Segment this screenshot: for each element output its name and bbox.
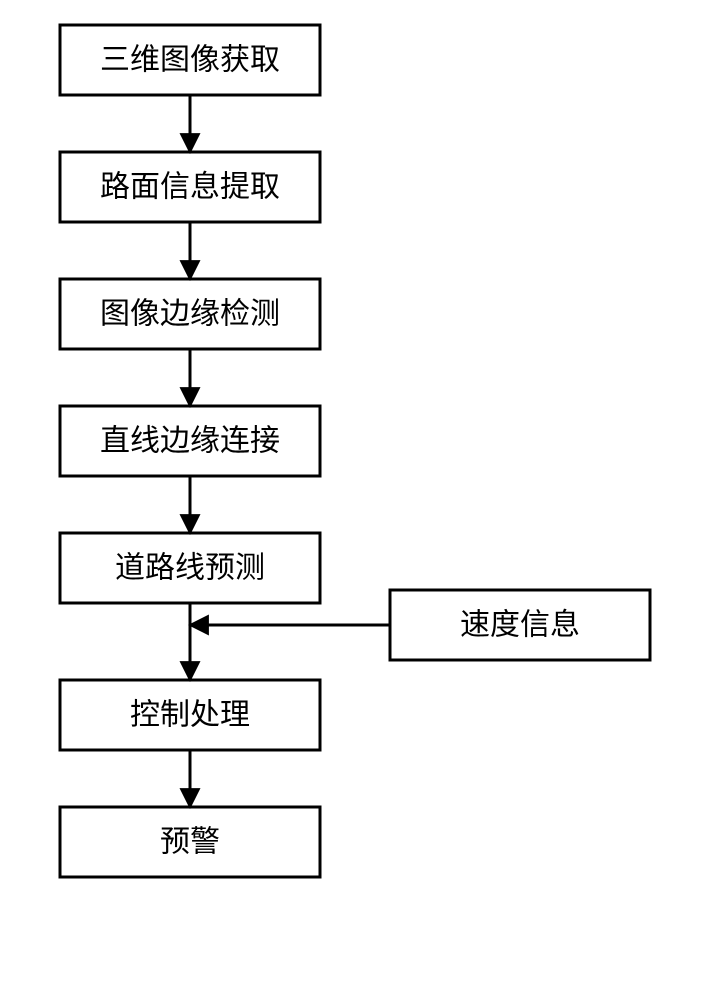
flow-node: 路面信息提取 [60,152,320,222]
flow-node: 速度信息 [390,590,650,660]
flow-node: 图像边缘检测 [60,279,320,349]
flow-node-label: 直线边缘连接 [100,425,280,458]
flow-node-label: 道路线预测 [115,552,265,585]
flow-node: 三维图像获取 [60,25,320,95]
flow-node-label: 控制处理 [130,699,250,732]
flow-node-label: 三维图像获取 [100,44,280,77]
flow-node-label: 路面信息提取 [100,171,280,204]
flow-node: 直线边缘连接 [60,406,320,476]
flow-node-label: 图像边缘检测 [100,298,280,331]
flow-node-label: 预警 [160,826,220,859]
flow-node-label: 速度信息 [460,609,580,642]
flow-node: 控制处理 [60,680,320,750]
flow-node: 预警 [60,807,320,877]
flow-node: 道路线预测 [60,533,320,603]
